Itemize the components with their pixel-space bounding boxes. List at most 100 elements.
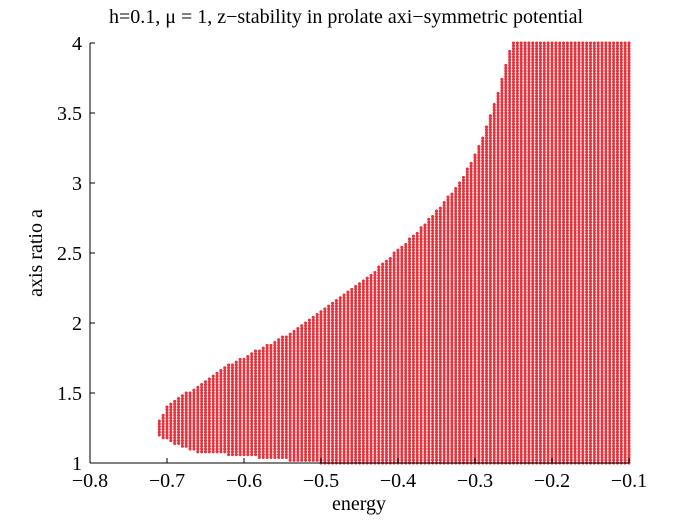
- stable-point: [519, 397, 523, 401]
- stable-point: [469, 388, 473, 392]
- stable-point: [458, 391, 462, 395]
- stable-point: [481, 430, 485, 434]
- stable-point: [527, 433, 531, 437]
- stable-point: [203, 422, 208, 426]
- stable-point: [292, 397, 296, 401]
- stable-point: [550, 357, 554, 361]
- stable-point: [388, 430, 392, 434]
- stable-point: [554, 422, 558, 426]
- stable-point: [280, 413, 285, 417]
- stable-point: [296, 397, 300, 401]
- stable-point: [254, 433, 258, 437]
- stable-point: [496, 433, 500, 437]
- stable-point: [304, 416, 308, 420]
- stable-point: [581, 453, 585, 457]
- stable-point: [304, 341, 308, 345]
- stable-point: [550, 343, 554, 347]
- stable-point: [469, 447, 473, 451]
- stable-point: [196, 441, 200, 445]
- stable-point: [280, 405, 285, 409]
- stable-point: [350, 419, 354, 423]
- stable-point: [311, 408, 315, 412]
- stable-point: [277, 385, 281, 389]
- stable-point: [454, 380, 458, 384]
- stable-point: [481, 363, 485, 367]
- stable-point: [585, 430, 589, 434]
- stable-point: [388, 385, 392, 389]
- stable-point: [461, 453, 466, 457]
- stable-point: [604, 338, 608, 342]
- stable-point: [546, 425, 550, 429]
- stable-point: [596, 394, 600, 398]
- stable-point: [454, 383, 458, 387]
- stable-point: [384, 352, 389, 356]
- stable-point: [531, 419, 535, 423]
- stable-point: [411, 416, 415, 420]
- stable-point: [511, 419, 516, 423]
- stable-point: [619, 405, 623, 409]
- stable-point: [608, 433, 612, 437]
- stable-point: [527, 343, 531, 347]
- stable-point: [230, 385, 234, 389]
- stable-point: [250, 374, 254, 378]
- stable-point: [234, 374, 238, 378]
- stable-point: [600, 374, 604, 378]
- stable-point: [342, 411, 346, 415]
- stable-point: [427, 439, 431, 443]
- stable-point: [535, 447, 539, 451]
- stable-point: [284, 346, 288, 350]
- stable-point: [600, 402, 604, 406]
- stable-point: [577, 439, 581, 443]
- stable-point: [438, 408, 442, 412]
- stable-point: [261, 349, 265, 353]
- stable-point: [600, 444, 604, 448]
- stable-point: [488, 405, 492, 409]
- stable-point: [542, 408, 546, 412]
- stable-point: [500, 436, 504, 440]
- stable-point: [562, 419, 566, 423]
- stable-point: [246, 405, 250, 409]
- stable-point: [569, 371, 573, 375]
- stable-point: [442, 346, 446, 350]
- stable-point: [307, 450, 312, 454]
- stable-point: [600, 357, 604, 361]
- stable-point: [588, 388, 593, 392]
- stable-point: [508, 399, 512, 403]
- stable-point: [373, 371, 377, 375]
- stable-point: [388, 436, 392, 440]
- stable-point: [207, 422, 211, 426]
- stable-point: [315, 458, 319, 462]
- stable-point: [612, 366, 616, 370]
- stable-point: [423, 366, 427, 370]
- stable-point: [446, 385, 450, 389]
- stable-point: [434, 371, 439, 375]
- stable-point: [519, 408, 523, 412]
- stable-point: [323, 458, 327, 462]
- stable-point: [261, 402, 265, 406]
- stable-point: [446, 394, 450, 398]
- stable-point: [369, 369, 373, 373]
- stable-point: [357, 447, 362, 451]
- stable-point: [200, 391, 204, 395]
- stable-point: [392, 360, 396, 364]
- stable-point: [273, 425, 277, 429]
- stable-point: [373, 394, 377, 398]
- stable-point: [392, 433, 396, 437]
- stable-point: [265, 391, 269, 395]
- stable-point: [558, 436, 562, 440]
- stable-point: [411, 458, 415, 462]
- stable-point: [300, 383, 304, 387]
- stable-point: [288, 394, 292, 398]
- stable-point: [485, 416, 489, 420]
- stable-point: [588, 405, 593, 409]
- stable-point: [558, 419, 562, 423]
- stable-point: [250, 444, 254, 448]
- stable-point: [384, 436, 389, 440]
- stable-point: [411, 427, 415, 431]
- stable-point: [254, 444, 258, 448]
- stable-point: [269, 430, 273, 434]
- stable-point: [408, 380, 412, 384]
- stable-point: [315, 411, 319, 415]
- stable-point: [292, 352, 296, 356]
- stable-point: [581, 374, 585, 378]
